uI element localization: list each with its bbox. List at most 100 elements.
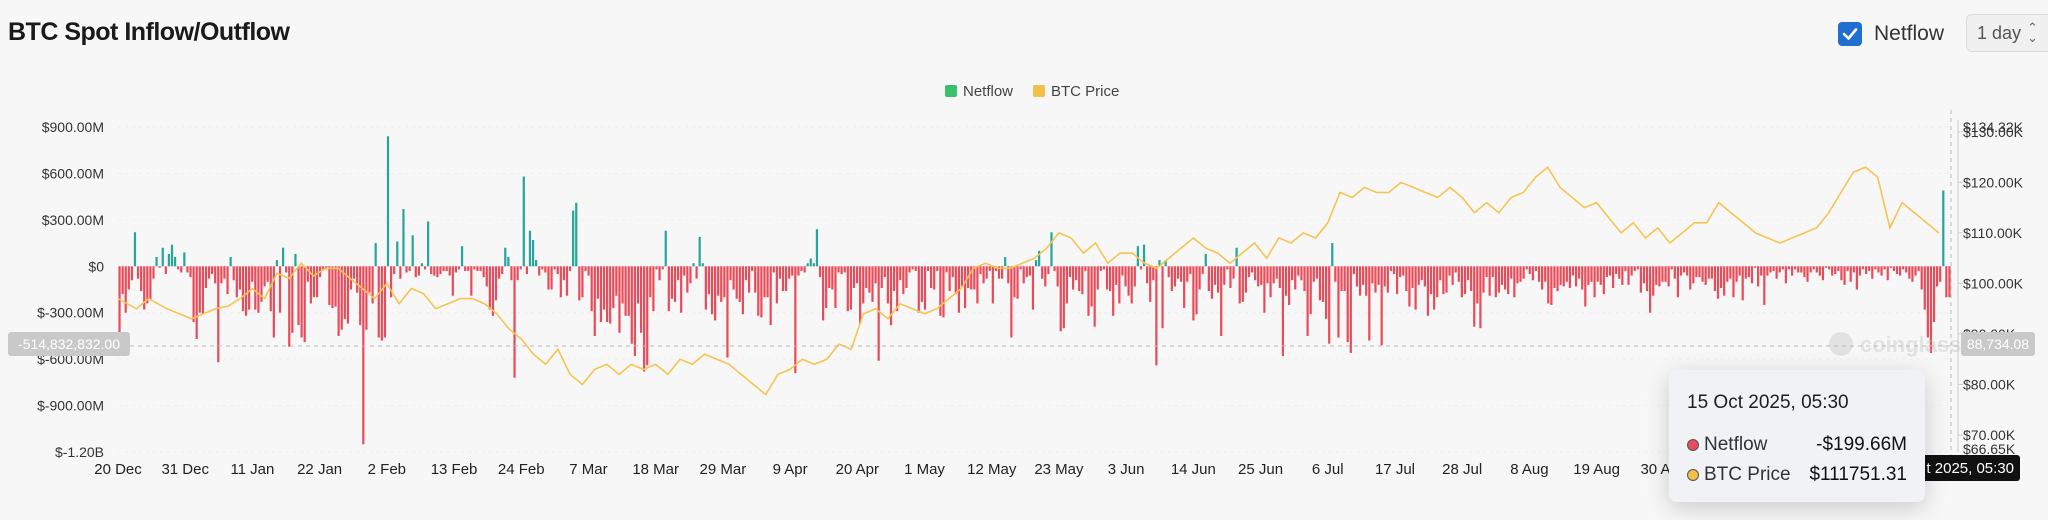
netflow-bar (1306, 266, 1309, 336)
netflow-bar (1325, 266, 1328, 319)
netflow-bar (1892, 266, 1896, 271)
netflow-bar (1923, 266, 1926, 310)
x-tick-label: 11 Jan (230, 461, 274, 478)
y-right-tick-label: $130.00K (1963, 124, 2024, 140)
legend-price-label[interactable]: BTC Price (1051, 83, 1119, 100)
netflow-bar (1426, 266, 1430, 316)
netflow-bar (501, 266, 504, 275)
netflow-bar (652, 266, 655, 312)
netflow-bar (680, 266, 683, 313)
netflow-bar (1395, 266, 1399, 295)
netflow-bar (948, 266, 951, 292)
netflow-bar (1291, 266, 1294, 281)
netflow-bar (1158, 260, 1161, 267)
netflow-bar (945, 266, 948, 273)
netflow-bar (322, 266, 325, 270)
netflow-bar (1266, 266, 1269, 284)
netflow-bar (1871, 266, 1874, 279)
netflow-bar (936, 266, 939, 271)
legend-netflow-swatch[interactable] (945, 85, 957, 97)
netflow-toggle[interactable]: Netflow (1838, 22, 1944, 46)
netflow-bar (701, 263, 704, 267)
netflow-bar (538, 266, 541, 276)
netflow-bar (1186, 266, 1189, 282)
netflow-bar (800, 266, 803, 271)
netflow-bar (1312, 266, 1315, 282)
netflow-bar (494, 266, 498, 301)
netflow-bar (1698, 266, 1701, 278)
netflow-bar (920, 266, 923, 302)
netflow-bar (1519, 266, 1522, 282)
netflow-bar (689, 266, 692, 284)
netflow-bar (229, 257, 232, 267)
netflow-bar (1121, 266, 1124, 276)
x-tick-label: 1 May (904, 461, 945, 478)
netflow-bar (1272, 266, 1275, 284)
netflow-bar (1855, 266, 1858, 290)
netflow-bar (541, 266, 544, 270)
netflow-bar (954, 266, 957, 295)
netflow-bar (636, 266, 640, 304)
netflow-bar (1213, 266, 1217, 285)
netflow-bar (417, 266, 420, 276)
x-tick-label: 23 May (1034, 461, 1084, 478)
netflow-bar (389, 266, 393, 298)
x-tick-label: 17 Jul (1375, 461, 1415, 478)
netflow-checkbox[interactable] (1838, 22, 1862, 46)
netflow-bar (346, 266, 350, 324)
netflow-bar (1809, 266, 1812, 273)
netflow-bar (1488, 266, 1491, 296)
netflow-bar (488, 266, 491, 310)
netflow-bar (1442, 266, 1445, 295)
netflow-bar (1503, 266, 1507, 290)
netflow-bar (744, 266, 748, 281)
netflow-bar (177, 266, 180, 270)
netflow-bar (1905, 266, 1908, 273)
netflow-bar (1926, 266, 1929, 338)
netflow-bar (266, 266, 269, 282)
netflow-bar (423, 266, 427, 270)
netflow-bar (624, 266, 627, 316)
netflow-bar (1136, 246, 1139, 267)
netflow-bar (1124, 266, 1127, 287)
netflow-bar (1611, 266, 1615, 288)
netflow-bar (1417, 266, 1420, 285)
period-select[interactable]: 1 day ⌃ ⌄ (1966, 14, 2048, 52)
netflow-bar (1679, 266, 1683, 276)
netflow-bar (1479, 266, 1482, 329)
netflow-bar (420, 263, 424, 267)
netflow-bar (883, 266, 886, 278)
netflow-bar (136, 266, 140, 279)
netflow-bar (1374, 266, 1377, 293)
netflow-bar (797, 266, 800, 276)
netflow-bar (1062, 266, 1065, 329)
netflow-bar (1365, 266, 1368, 296)
netflow-bar (1676, 266, 1680, 298)
netflow-bars (118, 136, 1951, 445)
netflow-bar (825, 266, 828, 309)
netflow-bar (1241, 266, 1244, 302)
netflow-bar (1541, 266, 1544, 290)
netflow-bar (1149, 266, 1152, 302)
netflow-bar (1911, 266, 1914, 282)
netflow-bar (880, 266, 883, 288)
netflow-bar (544, 266, 547, 273)
legend-price-swatch[interactable] (1033, 85, 1045, 97)
netflow-bar (1917, 266, 1920, 271)
netflow-bar (1753, 266, 1757, 268)
netflow-bar (436, 266, 439, 278)
legend-netflow-label[interactable]: Netflow (963, 83, 1013, 100)
netflow-bar (1093, 266, 1096, 327)
netflow-bar (1596, 266, 1599, 282)
netflow-bar (979, 266, 982, 275)
netflow-bar (1389, 266, 1393, 271)
netflow-bar (1865, 266, 1868, 275)
x-tick-label: 8 Aug (1510, 461, 1548, 478)
netflow-bar (525, 266, 528, 275)
netflow-bar (1849, 266, 1852, 282)
y-right-tick-label: $70.00K (1963, 427, 2016, 443)
netflow-bar (1889, 266, 1892, 268)
netflow-bar (846, 266, 849, 312)
netflow-bar (198, 266, 201, 313)
